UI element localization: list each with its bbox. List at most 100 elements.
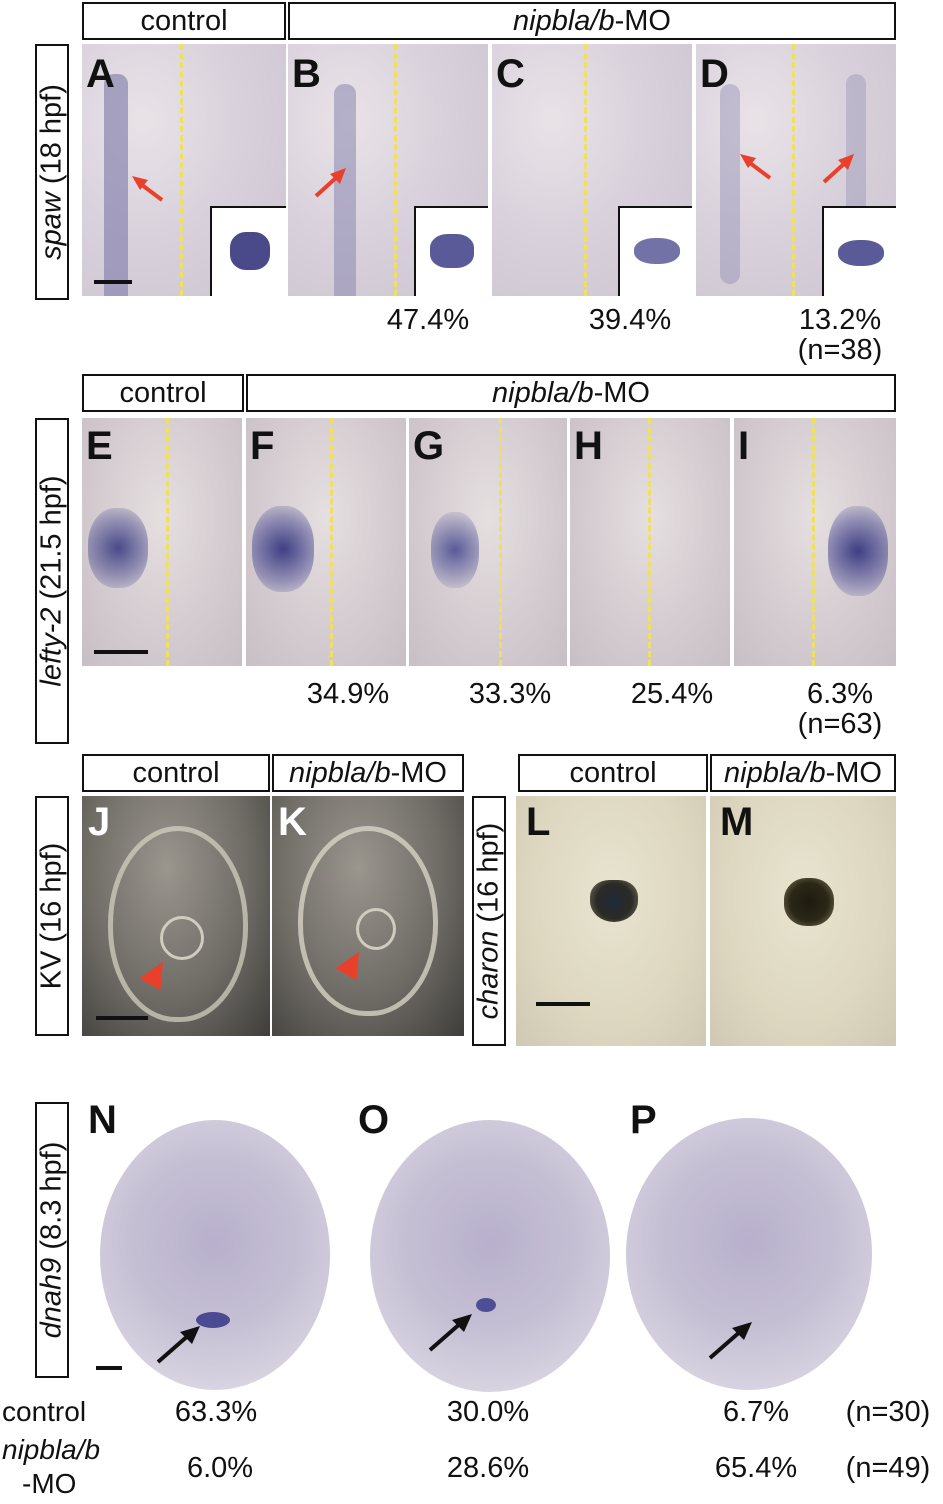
row1-header-mo: nipbla/b -MO <box>288 2 896 40</box>
letter-a: A <box>86 52 115 96</box>
row2-header-mo-suffix: -MO <box>593 376 650 409</box>
row4-ylabel-gene: dnah9 <box>35 1257 68 1339</box>
panel-e-stain <box>88 508 148 588</box>
embryo-o-arrow <box>428 1314 472 1352</box>
row4-control-pct-n: 63.3% <box>174 1396 258 1428</box>
row3-kv-ylabel: KV (16 hpf) <box>35 842 68 990</box>
panel-h <box>570 418 730 666</box>
embryo-n-arrow <box>156 1326 200 1364</box>
panel-d-inset <box>822 206 896 296</box>
row1-header-mo-italic: nipbla/b <box>513 4 615 37</box>
panel-d-stain-right <box>846 74 866 224</box>
embryo-o <box>370 1120 610 1392</box>
letter-d: D <box>700 52 729 96</box>
panel-k <box>272 796 464 1036</box>
panel-b-arrow <box>314 168 346 198</box>
panel-g-stain <box>431 512 479 588</box>
panel-j-vesicle <box>160 916 204 960</box>
embryo-p-arrow <box>708 1322 752 1360</box>
letter-o: O <box>358 1098 390 1142</box>
panel-l-stain <box>590 880 638 922</box>
panel-d-arrow-right <box>822 154 854 184</box>
panel-j-tail <box>108 826 248 1022</box>
letter-k: K <box>278 800 307 844</box>
row4-ylabel-box: dnah9 (8.3 hpf) <box>35 1102 69 1378</box>
panel-f-midline <box>330 418 333 666</box>
row1-header-control: control <box>82 2 286 40</box>
panel-a-inset-stain <box>230 232 270 270</box>
row3-header-mo-right-suffix: -MO <box>825 756 882 789</box>
row4-ylabel-stage: (8.3 hpf) <box>35 1141 68 1258</box>
row1-ylabel-box: spaw (18 hpf) <box>35 44 69 300</box>
row4-control-label: control <box>2 1396 87 1427</box>
row1-header-mo-suffix: -MO <box>614 4 671 37</box>
panel-a-scale-bar <box>94 280 132 284</box>
row2-ylabel-gene: lefty-2 <box>35 607 68 687</box>
row3-charon-stage: (16 hpf) <box>472 822 505 931</box>
row3-kv-ylabel-box: KV (16 hpf) <box>35 796 69 1036</box>
row1-pct-d: 13.2% <box>798 304 882 336</box>
panel-c-midline <box>584 44 587 296</box>
row1-header-control-text: control <box>140 4 228 37</box>
row3-header-mo-right: nipbla/b -MO <box>710 754 896 792</box>
row4-scale-bar <box>96 1366 122 1370</box>
letter-e: E <box>86 424 113 468</box>
panel-j <box>82 796 270 1036</box>
panel-g <box>409 418 567 666</box>
letter-g: G <box>413 424 445 468</box>
panel-k-arrowhead <box>335 951 359 981</box>
row1-n-label: (n=38) <box>797 334 883 366</box>
letter-n: N <box>88 1098 117 1142</box>
row3-header-control-right-text: control <box>569 756 657 789</box>
panel-a-stain <box>104 74 128 296</box>
row1-ylabel-gene: spaw <box>35 192 68 260</box>
row4-ylabel: dnah9 (8.3 hpf) <box>36 1142 69 1339</box>
panel-l-scale-bar <box>536 1002 590 1006</box>
row3-header-mo-left-italic: nipbla/b <box>289 756 391 789</box>
row2-ylabel-box: lefty-2 (21.5 hpf) <box>35 418 69 744</box>
letter-p: P <box>630 1098 657 1142</box>
row3-header-mo-left: nipbla/b -MO <box>272 754 464 792</box>
panel-d-inset-stain <box>838 240 884 266</box>
row1-ylabel: spaw (18 hpf) <box>36 84 69 260</box>
embryo-p <box>626 1118 872 1390</box>
panel-l <box>516 796 706 1046</box>
panel-d-arrow-left <box>740 154 772 180</box>
panel-c-inset-stain <box>634 238 680 264</box>
row3-charon-ylabel-box: charon (16 hpf) <box>472 796 506 1046</box>
row4-control-pct-p: 6.7% <box>722 1396 790 1428</box>
panel-a-midline <box>180 44 183 296</box>
row4-mo-label-line2: -MO <box>22 1468 77 1499</box>
letter-h: H <box>574 424 603 468</box>
panel-i <box>734 418 896 666</box>
panel-e <box>82 418 242 666</box>
row3-header-control-left-text: control <box>132 756 220 789</box>
letter-j: J <box>88 800 111 844</box>
embryo-n <box>100 1120 330 1390</box>
row2-ylabel: lefty-2 (21.5 hpf) <box>36 475 69 686</box>
panel-a <box>82 44 286 296</box>
row3-header-mo-right-italic: nipbla/b <box>724 756 826 789</box>
letter-l: L <box>526 800 551 844</box>
row4-mo-n: (n=49) <box>845 1452 931 1484</box>
panel-d-midline <box>792 44 795 296</box>
panel-b-inset-stain <box>430 234 474 268</box>
letter-b: B <box>292 52 321 96</box>
row2-header-mo-italic: nipbla/b <box>492 376 594 409</box>
panel-a-inset <box>210 206 286 296</box>
panel-h-midline <box>648 418 651 666</box>
row1-ylabel-stage: (18 hpf) <box>35 84 68 193</box>
panel-d <box>696 44 896 296</box>
row2-header-control: control <box>82 374 244 412</box>
panel-j-arrowhead <box>139 961 163 991</box>
panel-b-inset <box>414 206 488 296</box>
row4-mo-label-line1: nipbla/b <box>2 1434 101 1465</box>
row1-pct-b: 47.4% <box>386 304 470 336</box>
embryo-o-stain <box>476 1298 496 1312</box>
panel-e-midline <box>166 418 169 666</box>
panel-b-stain <box>334 84 356 296</box>
letter-f: F <box>250 424 275 468</box>
panel-m-stain <box>784 878 834 926</box>
panel-k-vesicle <box>356 908 396 950</box>
panel-c <box>492 44 692 296</box>
